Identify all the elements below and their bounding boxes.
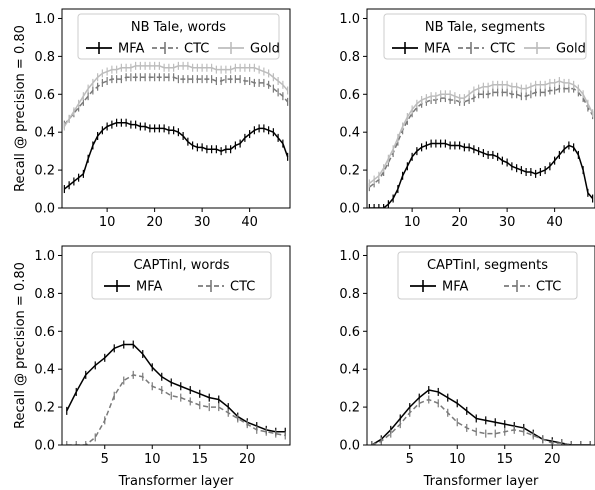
- y-tick-label: 1.0: [339, 249, 360, 264]
- chart-panel-4: 0.0 0.2 0.4 0.6 0.8 1.0 5 10 15 20 Transformer lay…: [339, 245, 595, 489]
- legend: NB Tale, segments MFA CTC Gold: [383, 13, 587, 60]
- x-tick-label: 10: [99, 215, 116, 230]
- series-line-ctc: [63, 76, 289, 126]
- legend-entry-mfa: MFA: [392, 42, 451, 57]
- legend-title: CAPTinI, words: [133, 258, 229, 273]
- chart-panel-2: 0.0 0.2 0.4 0.6 0.8 1.0 10 20 30 40 NB Tale, segme…: [339, 8, 595, 230]
- x-tick-label: 20: [544, 452, 561, 467]
- y-tick-label: 0.6: [34, 88, 55, 103]
- x-tick-label: 10: [144, 452, 161, 467]
- legend-entry-mfa: MFA: [104, 280, 163, 295]
- x-tick-label: 40: [546, 215, 563, 230]
- y-tick-label: 0.0: [34, 439, 55, 454]
- legend: CAPTinI, words MFA CTC: [91, 251, 272, 300]
- y-tick-label: 1.0: [34, 249, 55, 264]
- plot-area: [368, 77, 594, 208]
- legend-label: MFA: [136, 280, 163, 295]
- legend-label: MFA: [118, 42, 145, 57]
- y-tick-label: 0.2: [34, 164, 55, 179]
- x-tick-label: 5: [101, 452, 109, 467]
- y-tick-label: 1.0: [34, 12, 55, 27]
- plot-area: [371, 386, 591, 445]
- y-axis-label: Recall @ precision = 0.80: [13, 25, 28, 192]
- legend-title: CAPTinI, segments: [427, 258, 548, 273]
- y-tick-label: 0.6: [339, 88, 360, 103]
- x-tick-label: 20: [451, 215, 468, 230]
- series-line-ctc: [368, 87, 594, 188]
- x-tick-label: 20: [146, 215, 163, 230]
- series-line-ctc: [371, 398, 591, 445]
- series-line-gold: [63, 65, 289, 127]
- series-line-mfa: [371, 389, 591, 445]
- legend-box: [91, 251, 272, 300]
- legend-box: [397, 251, 578, 300]
- y-tick-label: 0.4: [339, 126, 360, 141]
- x-tick-label: 15: [496, 452, 513, 467]
- y-tick-label: 0.4: [34, 363, 55, 378]
- legend-label: MFA: [442, 280, 469, 295]
- legend-entry-ctc: CTC: [458, 42, 515, 57]
- plot-area: [66, 340, 286, 445]
- y-tick-label: 0.8: [339, 50, 360, 65]
- axes-frame: [61, 8, 291, 209]
- legend-title: NB Tale, segments: [425, 20, 545, 35]
- legend-label: CTC: [230, 280, 255, 295]
- x-tick-label: 10: [404, 215, 421, 230]
- y-tick-label: 0.2: [34, 401, 55, 416]
- legend-label: CTC: [536, 280, 561, 295]
- legend-title: NB Tale, words: [131, 20, 226, 35]
- series-line-ctc: [66, 374, 286, 445]
- x-tick-label: 30: [499, 215, 516, 230]
- x-tick-label: 10: [449, 452, 466, 467]
- legend-entry-gold: Gold: [524, 42, 586, 57]
- x-tick-label: 20: [239, 452, 256, 467]
- series-line-gold: [368, 80, 594, 184]
- y-tick-label: 0.2: [339, 401, 360, 416]
- x-tick-label: 15: [191, 452, 208, 467]
- legend-entry-mfa: MFA: [86, 42, 145, 57]
- series-line-mfa: [63, 121, 289, 190]
- x-axis-label: Transformer layer: [423, 474, 539, 489]
- axes-frame: [366, 245, 595, 446]
- legend-entry-ctc: CTC: [504, 280, 561, 295]
- legend-label: CTC: [184, 42, 209, 57]
- y-tick-label: 0.8: [34, 50, 55, 65]
- y-tick-label: 0.0: [34, 202, 55, 217]
- chart-panel-1: 0.0 0.2 0.4 0.6 0.8 1.0 10 20 30 40 Recall @ preci…: [13, 8, 291, 230]
- legend-entry-mfa: MFA: [410, 280, 469, 295]
- y-tick-label: 0.6: [339, 325, 360, 340]
- series-line-mfa: [66, 343, 286, 433]
- x-tick-label: 5: [406, 452, 414, 467]
- y-tick-label: 0.0: [339, 202, 360, 217]
- y-tick-label: 1.0: [339, 12, 360, 27]
- series-line-mfa: [369, 142, 594, 208]
- y-tick-label: 0.2: [339, 164, 360, 179]
- legend-label: CTC: [490, 42, 515, 57]
- legend-label: MFA: [424, 42, 451, 57]
- y-tick-label: 0.8: [34, 287, 55, 302]
- x-tick-label: 30: [194, 215, 211, 230]
- axes-frame: [366, 8, 595, 209]
- plot-area: [63, 61, 289, 194]
- y-tick-label: 0.4: [34, 126, 55, 141]
- y-tick-label: 0.6: [34, 325, 55, 340]
- y-tick-label: 0.4: [339, 363, 360, 378]
- legend-entry-ctc: CTC: [152, 42, 209, 57]
- legend-entry-ctc: CTC: [198, 280, 255, 295]
- y-tick-label: 0.0: [339, 439, 360, 454]
- legend-label: Gold: [556, 42, 586, 57]
- x-tick-label: 40: [241, 215, 258, 230]
- x-axis-label: Transformer layer: [118, 474, 234, 489]
- axes-frame: [61, 245, 291, 446]
- legend: CAPTinI, segments MFA CTC: [397, 251, 578, 300]
- legend: NB Tale, words MFA CTC Gold: [77, 13, 280, 60]
- legend-label: Gold: [250, 42, 280, 57]
- chart-panel-3: 0.0 0.2 0.4 0.6 0.8 1.0 5 10 15 20 Recall @ precis…: [13, 245, 291, 489]
- y-axis-label: Recall @ precision = 0.80: [13, 262, 28, 429]
- y-tick-label: 0.8: [339, 287, 360, 302]
- legend-entry-gold: Gold: [218, 42, 280, 57]
